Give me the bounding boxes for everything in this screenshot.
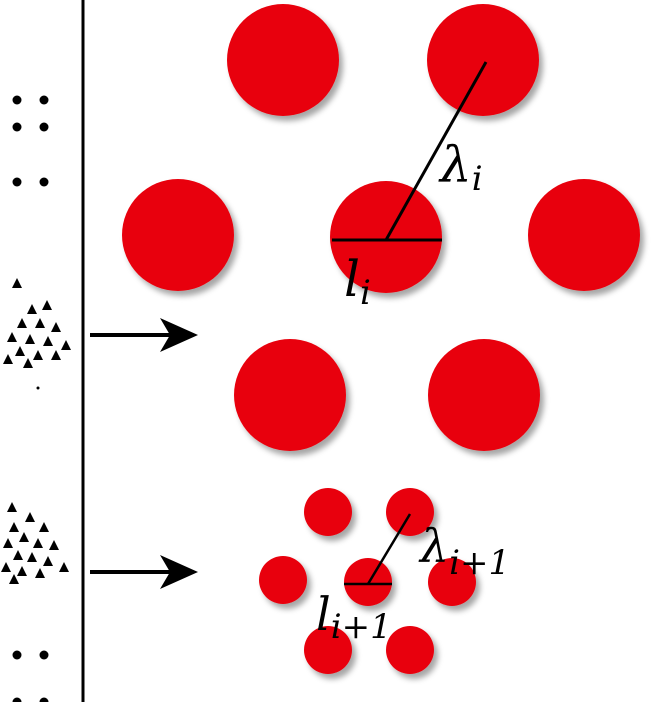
small-particle	[259, 556, 307, 604]
small-particle	[428, 558, 476, 606]
label-lambda-i: λi	[438, 136, 483, 199]
dot-markers-top	[12, 95, 49, 187]
large-particle	[234, 339, 346, 451]
large-particle	[428, 339, 540, 451]
label-l-i: li	[344, 250, 371, 313]
small-particle	[386, 488, 434, 536]
label-lambda-i1: λi+1	[418, 519, 510, 583]
dot-markers-bottom	[12, 650, 49, 702]
large-particle	[427, 4, 539, 116]
arrow-lower	[90, 555, 198, 589]
large-particle	[227, 4, 339, 116]
arrow-upper	[90, 318, 198, 352]
small-particle	[304, 488, 352, 536]
small-particle	[304, 626, 352, 674]
spacing-line-lambda-i	[384, 61, 488, 241]
large-particle	[528, 179, 640, 291]
large-particle-lattice	[122, 4, 640, 451]
small-particle	[386, 626, 434, 674]
label-l-i1: li+1	[316, 587, 392, 647]
triangle-cluster-lower	[1, 502, 69, 584]
small-particle-lattice	[259, 488, 476, 674]
large-particle	[122, 179, 234, 291]
spacing-line-lambda-i1	[366, 513, 412, 585]
triangle-cluster-upper	[3, 278, 71, 390]
